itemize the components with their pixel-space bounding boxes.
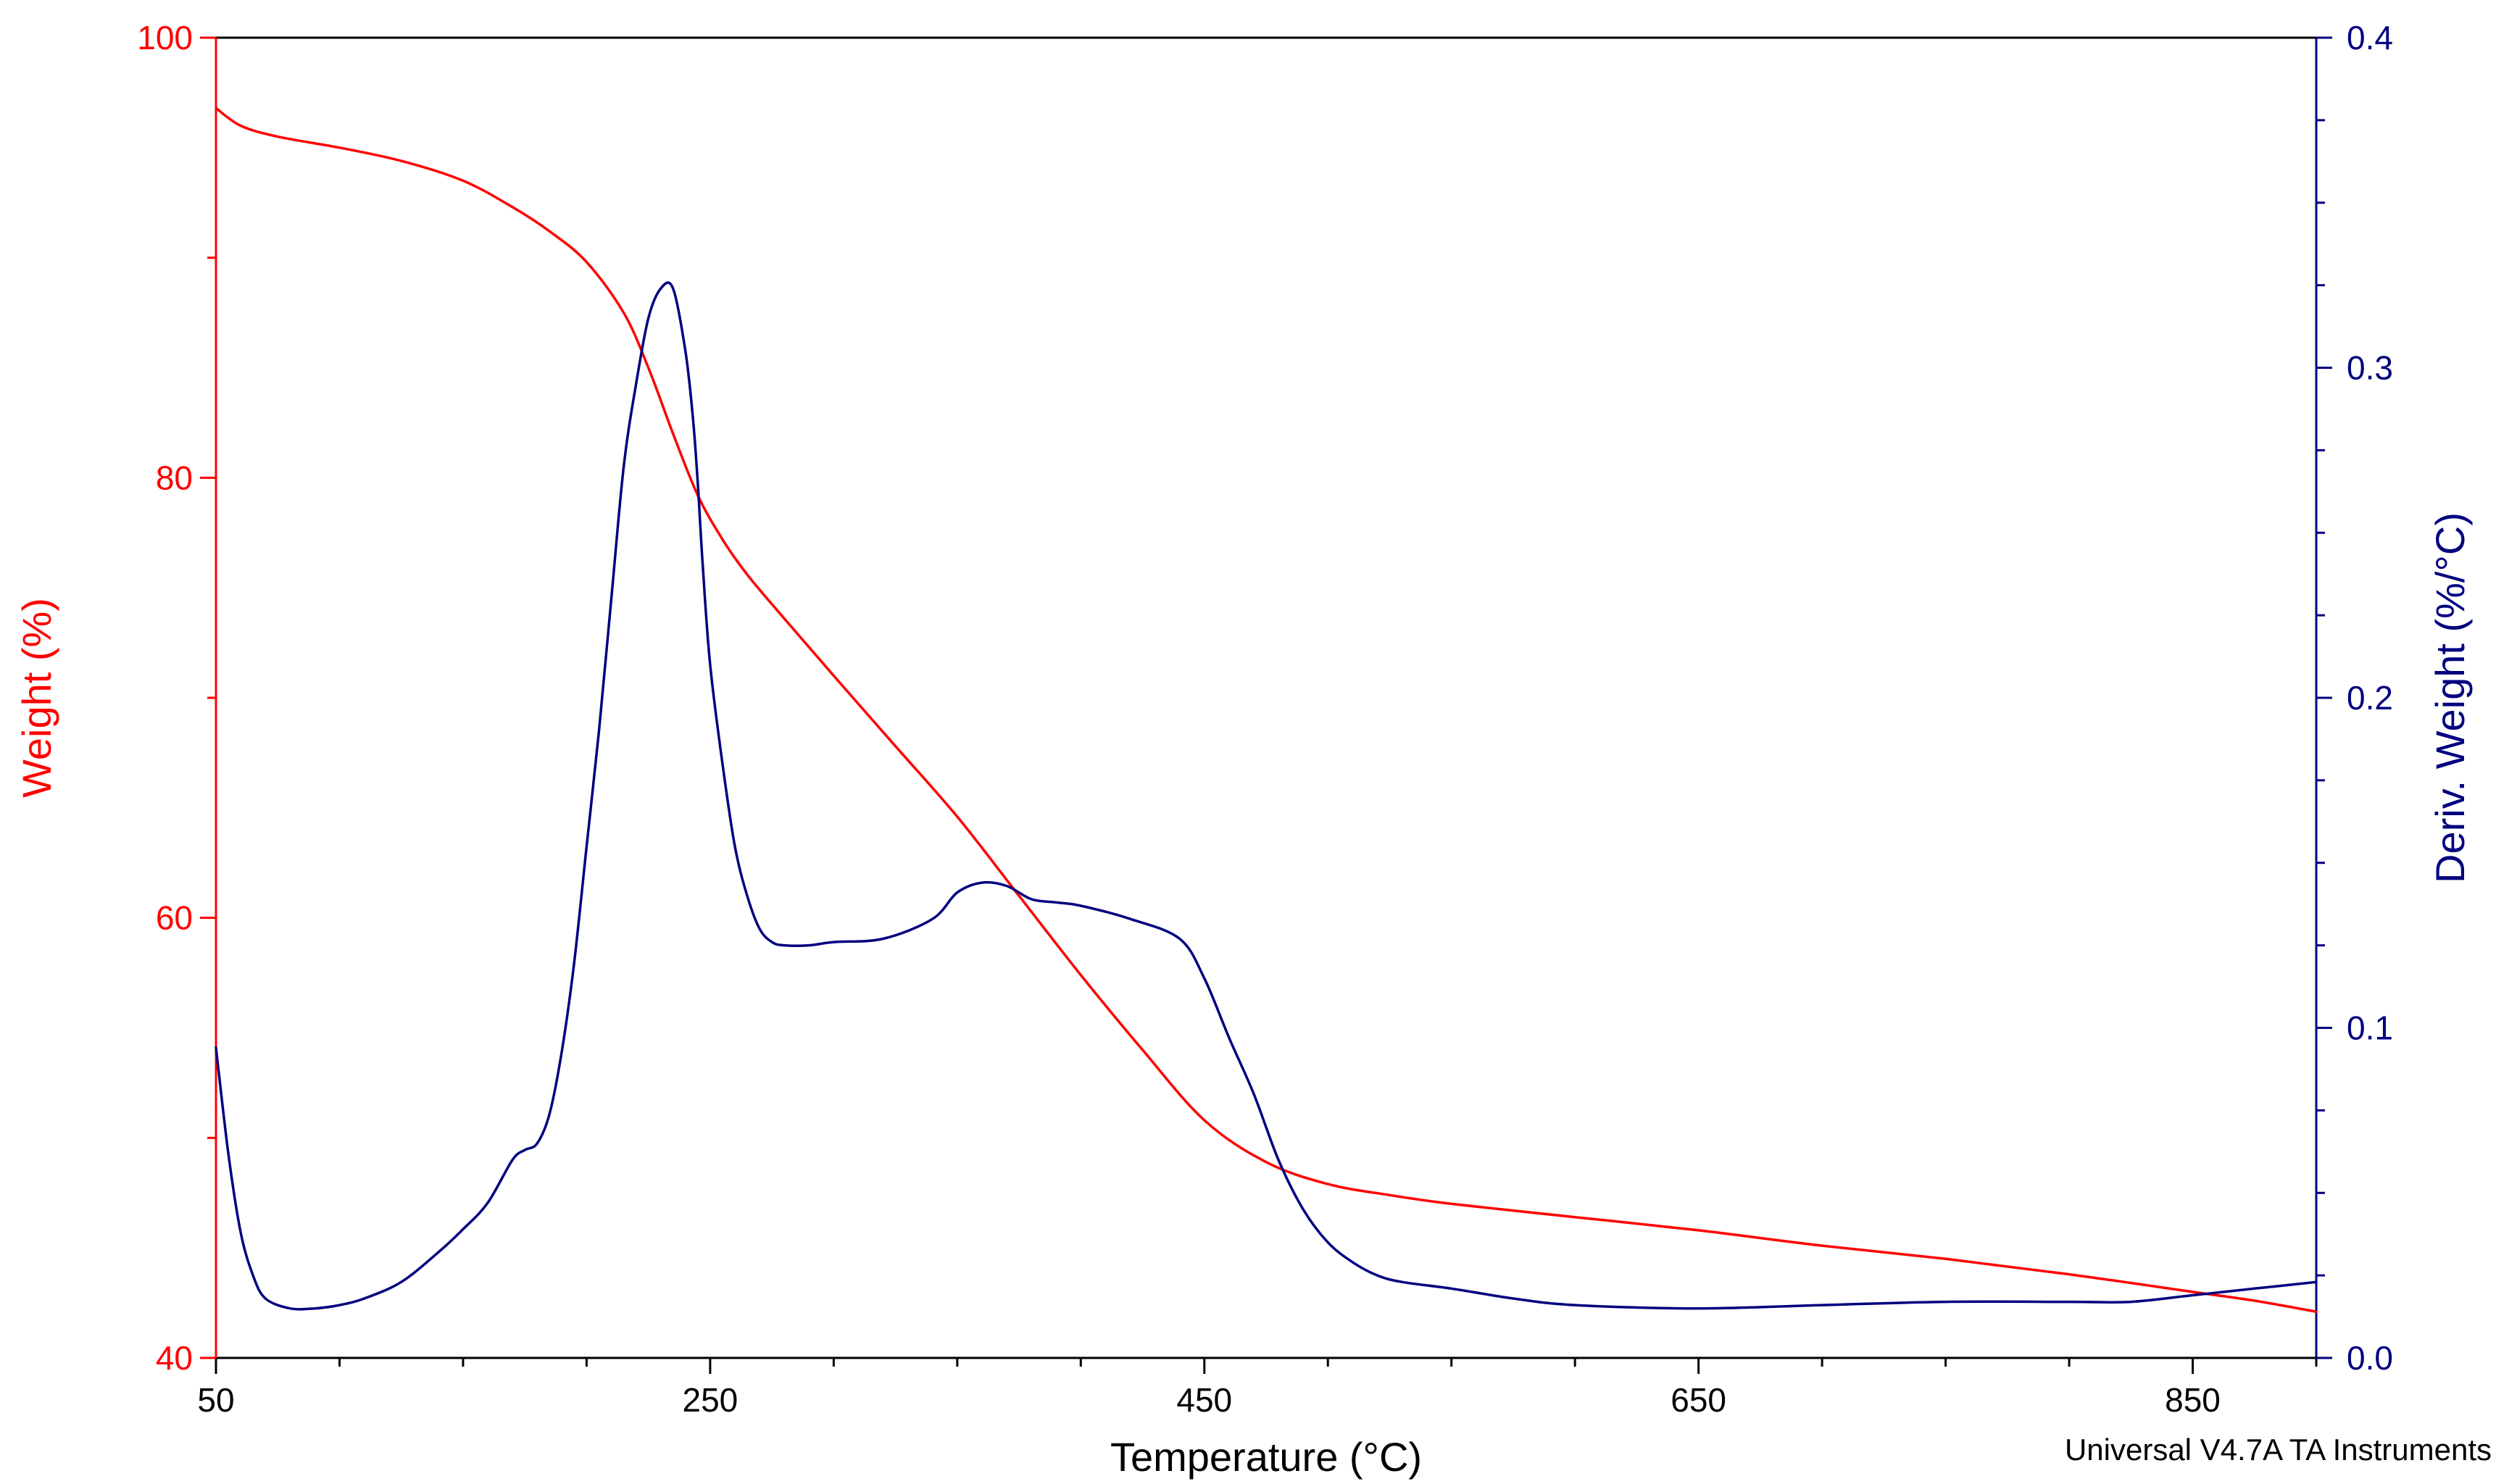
weight-curve	[215, 107, 2318, 1313]
right-tick-label: 0.4	[2347, 19, 2393, 57]
x-axis-ticks: 50 250 450 650 850	[197, 1358, 2318, 1419]
left-axis-label: Weight (%)	[14, 598, 59, 798]
right-tick-label: 0.3	[2347, 349, 2393, 387]
left-axis-ticks: 40 60 80 100	[137, 19, 216, 1377]
x-tick-label: 50	[197, 1381, 234, 1419]
instrument-footnote: Universal V4.7A TA Instruments	[2065, 1433, 2492, 1467]
right-axis-ticks: 0.0 0.1 0.2 0.3 0.4	[2316, 19, 2393, 1377]
series-layer	[215, 107, 2318, 1313]
left-tick-label: 100	[137, 19, 193, 57]
x-tick-label: 850	[2165, 1381, 2221, 1419]
left-tick-label: 40	[156, 1339, 193, 1377]
deriv-weight-curve	[215, 281, 2318, 1311]
plot-frame	[215, 36, 2318, 1359]
x-tick-label: 250	[683, 1381, 739, 1419]
left-tick-label: 80	[156, 459, 193, 496]
right-axis-label: Deriv. Weight (%/°C)	[2427, 512, 2473, 883]
right-tick-label: 0.0	[2347, 1339, 2393, 1377]
x-tick-label: 450	[1176, 1381, 1232, 1419]
right-tick-label: 0.1	[2347, 1009, 2393, 1047]
x-axis-label: Temperature (°C)	[1110, 1434, 1422, 1480]
x-tick-label: 650	[1671, 1381, 1726, 1419]
right-tick-label: 0.2	[2347, 679, 2393, 717]
left-tick-label: 60	[156, 899, 193, 937]
